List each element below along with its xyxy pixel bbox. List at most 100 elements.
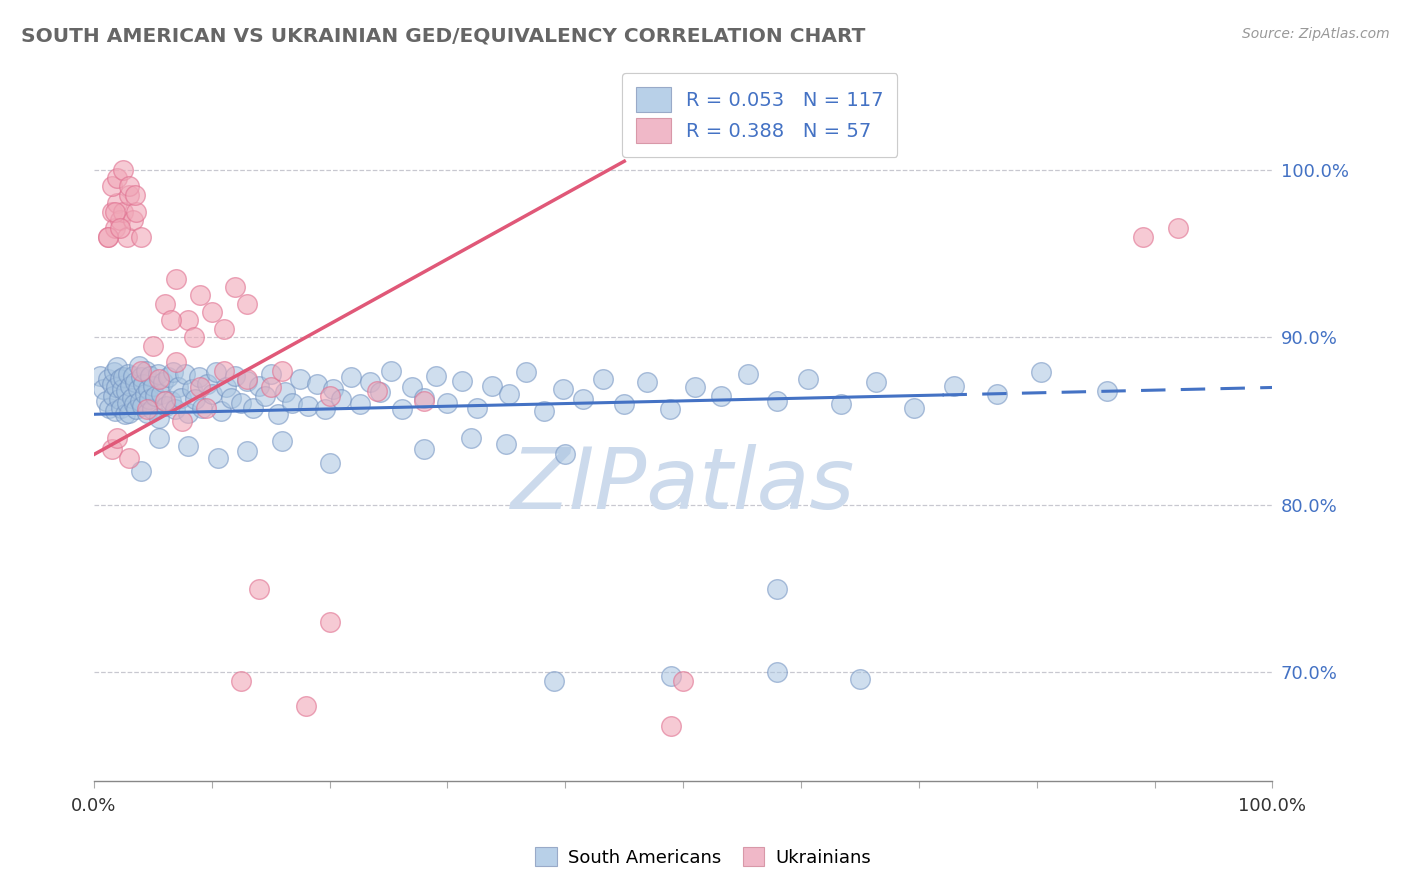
Point <box>271 364 294 378</box>
Point <box>136 402 159 417</box>
Legend: R = 0.053   N = 117, R = 0.388   N = 57: R = 0.053 N = 117, R = 0.388 N = 57 <box>623 73 897 157</box>
Point <box>142 378 165 392</box>
Point <box>152 376 174 390</box>
Point <box>100 377 122 392</box>
Point <box>498 387 520 401</box>
Point <box>231 395 253 409</box>
Point <box>191 401 214 415</box>
Point <box>122 397 145 411</box>
Point <box>94 393 117 408</box>
Point <box>129 464 152 478</box>
Point <box>118 406 141 420</box>
Point <box>305 377 328 392</box>
Point <box>111 382 134 396</box>
Point <box>366 384 388 398</box>
Point <box>107 171 129 186</box>
Point <box>209 404 232 418</box>
Point <box>865 376 887 390</box>
Point <box>368 385 391 400</box>
Point <box>100 204 122 219</box>
Point <box>184 392 207 407</box>
Point <box>661 719 683 733</box>
Point <box>247 582 270 596</box>
Point <box>115 229 138 244</box>
Point <box>98 401 121 415</box>
Point <box>413 391 436 405</box>
Point <box>450 374 472 388</box>
Point <box>236 444 259 458</box>
Text: SOUTH AMERICAN VS UKRAINIAN GED/EQUIVALENCY CORRELATION CHART: SOUTH AMERICAN VS UKRAINIAN GED/EQUIVALE… <box>21 27 866 45</box>
Point <box>1132 229 1154 244</box>
Point <box>188 288 211 302</box>
Point <box>107 431 129 445</box>
Point <box>661 669 683 683</box>
Point <box>127 382 149 396</box>
Point <box>129 370 152 384</box>
Point <box>683 380 706 394</box>
Point <box>194 401 217 415</box>
Point <box>460 431 482 445</box>
Point <box>100 442 122 457</box>
Point <box>177 406 200 420</box>
Point <box>115 395 138 409</box>
Point <box>260 380 283 394</box>
Point <box>124 187 146 202</box>
Point <box>108 372 131 386</box>
Point <box>766 393 789 408</box>
Point <box>155 399 177 413</box>
Point <box>107 392 129 407</box>
Point <box>118 179 141 194</box>
Point <box>128 359 150 373</box>
Point <box>260 367 283 381</box>
Point <box>236 372 259 386</box>
Point <box>495 437 517 451</box>
Point <box>554 448 576 462</box>
Point <box>413 393 436 408</box>
Point <box>1031 365 1053 379</box>
Point <box>136 382 159 396</box>
Point <box>125 204 148 219</box>
Point <box>533 404 555 418</box>
Point <box>849 672 872 686</box>
Point <box>97 229 120 244</box>
Point <box>183 330 205 344</box>
Point <box>142 338 165 352</box>
Point <box>212 364 235 378</box>
Point <box>157 370 180 384</box>
Point <box>146 367 169 381</box>
Point <box>139 368 162 383</box>
Point <box>104 204 127 219</box>
Point <box>134 387 156 401</box>
Point <box>112 204 135 219</box>
Point <box>288 372 311 386</box>
Point <box>903 401 925 415</box>
Point <box>124 376 146 390</box>
Point <box>737 367 759 381</box>
Point <box>224 368 246 383</box>
Point <box>107 196 129 211</box>
Point <box>1097 384 1119 398</box>
Point <box>551 382 574 396</box>
Point <box>281 395 304 409</box>
Point <box>943 378 966 392</box>
Point <box>231 673 253 688</box>
Point <box>112 370 135 384</box>
Point <box>101 389 124 403</box>
Point <box>592 372 614 386</box>
Point <box>710 389 733 403</box>
Point <box>201 387 224 401</box>
Point <box>195 377 218 392</box>
Point <box>153 393 176 408</box>
Point <box>380 364 402 378</box>
Point <box>201 305 224 319</box>
Point <box>131 399 153 413</box>
Point <box>165 355 187 369</box>
Point <box>219 391 242 405</box>
Point <box>314 402 336 417</box>
Point <box>425 368 447 383</box>
Point <box>659 402 682 417</box>
Point <box>107 360 129 375</box>
Point <box>766 665 789 680</box>
Point <box>125 402 148 417</box>
Point <box>543 673 565 688</box>
